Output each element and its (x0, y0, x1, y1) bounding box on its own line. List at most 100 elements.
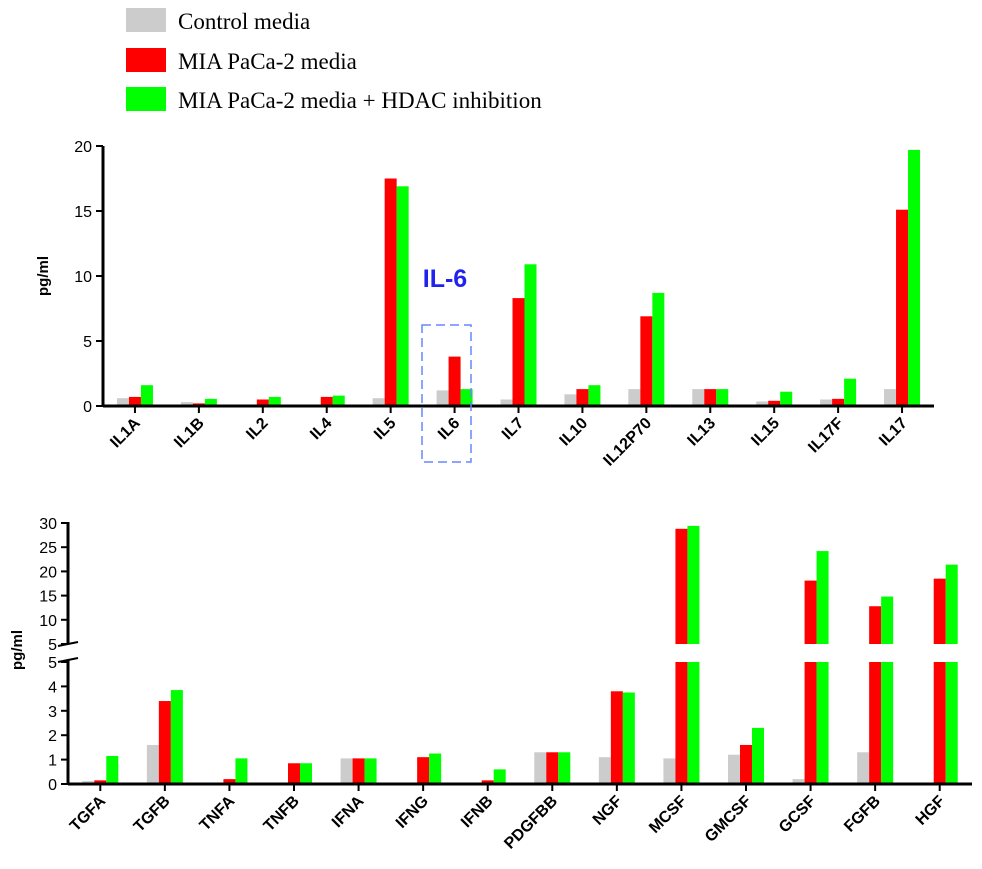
x-tick-label: MCSF (646, 793, 690, 837)
bar-mcsf-control-media (663, 758, 676, 784)
y-tick-label: 15 (74, 204, 92, 221)
y-tick-label: 4 (48, 679, 57, 696)
bar-il12p70-mia-paca-2-media-hdac-inhibition (652, 292, 665, 406)
bar-il12p70-control-media (628, 389, 641, 406)
legend-swatch-mia-paca (126, 48, 166, 72)
bar-ifnb-mia-paca-2-media-hdac-inhibition (493, 769, 506, 784)
bar-il4-mia-paca-2-media-hdac-inhibition (332, 395, 345, 406)
il6-annotation: IL-6 (423, 265, 467, 293)
bar-ngf-mia-paca-2-media (610, 691, 623, 784)
x-tick-label: IL13 (684, 415, 719, 450)
il6-highlight-box (421, 324, 472, 463)
x-tick-label: HGF (913, 793, 949, 829)
y-tick-label: 25 (39, 540, 57, 557)
x-tick-label: IL17 (876, 415, 911, 450)
bar-hgf-mia-paca-2-media-hdac-inhibition-upper (945, 564, 958, 644)
bar-il10-mia-paca-2-media (576, 389, 589, 406)
axis-break-mark-upper (57, 641, 79, 647)
bar-il1a-mia-paca-2-media-hdac-inhibition (140, 385, 153, 406)
bar-il12p70-mia-paca-2-media (640, 316, 653, 406)
bar-tgfb-mia-paca-2-media (158, 701, 171, 784)
y-tick-label: 5 (83, 334, 92, 351)
legend-swatch-hdac (126, 87, 166, 111)
y-tick-label: 30 (39, 516, 57, 533)
bar-ifng-mia-paca-2-media-hdac-inhibition (429, 753, 442, 784)
bar-il6-mia-paca-2-media (448, 356, 461, 406)
bar-il7-mia-paca-2-media (512, 298, 525, 406)
bar-ifnb-mia-paca-2-media (481, 780, 494, 784)
bar-mcsf-mia-paca-2-media-upper (675, 528, 688, 644)
y-tick-label: 5 (48, 655, 57, 672)
bar-il2-mia-paca-2-media-hdac-inhibition (268, 396, 281, 406)
x-tick-label: TGFB (131, 793, 174, 836)
bar-hgf-mia-paca-2-media-upper (933, 578, 946, 644)
bar-gmcsf-mia-paca-2-media (740, 744, 752, 784)
bar-ngf-mia-paca-2-media-hdac-inhibition (622, 692, 635, 784)
x-tick-label: IL17F (805, 415, 847, 457)
x-tick-label: PDGFBB (501, 793, 561, 853)
bar-il17-mia-paca-2-media-hdac-inhibition (908, 149, 921, 406)
bar-pdgfbb-mia-paca-2-media-hdac-inhibition (558, 752, 571, 784)
x-tick-label: IL7 (499, 415, 527, 443)
x-tick-label: NGF (590, 793, 626, 829)
bar-il2-mia-paca-2-media (256, 399, 269, 406)
bar-mcsf-mia-paca-2-media-lower (675, 662, 688, 784)
y-tick-label: 2 (48, 728, 57, 745)
bar-il15-mia-paca-2-media (768, 400, 781, 406)
axis-break-mark-lower (57, 657, 79, 663)
bar-il7-mia-paca-2-media-hdac-inhibition (524, 264, 537, 406)
bar-fgfb-mia-paca-2-media-hdac-inhibition-lower (881, 662, 894, 784)
bar-tnfb-mia-paca-2-media-hdac-inhibition (300, 763, 312, 784)
bar-ngf-control-media (598, 757, 611, 784)
legend-label-mia-paca: MIA PaCa-2 media (178, 49, 357, 74)
legend-label-hdac: MIA PaCa-2 media + HDAC inhibition (178, 88, 542, 113)
bar-il17-mia-paca-2-media (896, 209, 909, 406)
bar-tgfa-mia-paca-2-media (94, 780, 107, 784)
bar-gmcsf-control-media (728, 754, 740, 784)
bar-tgfa-mia-paca-2-media-hdac-inhibition (106, 755, 119, 784)
bar-mcsf-mia-paca-2-media-hdac-inhibition-lower (687, 662, 700, 784)
x-tick-label: IL12P70 (600, 415, 655, 470)
x-tick-label: IL1B (171, 415, 208, 452)
bar-fgfb-mia-paca-2-media-hdac-inhibition-upper (881, 596, 894, 644)
x-tick-label: FGFB (841, 793, 884, 836)
bar-gcsf-mia-paca-2-media-hdac-inhibition-upper (816, 551, 829, 644)
bar-gmcsf-mia-paca-2-media-hdac-inhibition (752, 727, 764, 784)
bar-fgfb-mia-paca-2-media-lower (869, 662, 882, 784)
legend-swatch-control (126, 8, 166, 32)
y-tick-label: 10 (39, 613, 57, 630)
legend: Control media MIA PaCa-2 media MIA PaCa-… (126, 8, 542, 113)
x-tick-label: TNFB (261, 793, 303, 835)
y-tick-label: 0 (83, 399, 92, 416)
bar-tgfb-mia-paca-2-media-hdac-inhibition (170, 690, 183, 784)
bar-il17f-mia-paca-2-media (832, 398, 845, 406)
bar-hgf-mia-paca-2-media-hdac-inhibition-lower (945, 662, 958, 784)
legend-label-control: Control media (178, 9, 310, 34)
y-tick-label: 1 (48, 753, 57, 770)
y-tick-label: 10 (74, 269, 92, 286)
bar-il1a-control-media (116, 398, 129, 406)
bar-gcsf-mia-paca-2-media-upper (804, 580, 817, 644)
bar-il6-control-media (436, 390, 449, 406)
x-tick-label: IL4 (307, 415, 335, 443)
x-tick-label: IL15 (748, 415, 783, 450)
bar-gcsf-mia-paca-2-media-hdac-inhibition-lower (816, 662, 829, 784)
bar-il15-control-media (756, 401, 769, 406)
x-tick-label: IL6 (435, 415, 463, 443)
bar-il17f-control-media (820, 399, 833, 406)
bar-il17f-mia-paca-2-media-hdac-inhibition (844, 378, 857, 406)
bar-gcsf-mia-paca-2-media-lower (804, 662, 817, 784)
bar-il17-control-media (884, 389, 897, 406)
interleukin-bar-chart: pg/ml 0 5 10 15 20 IL1A IL1B IL2 IL4 IL5 IL6 IL7 IL… (35, 139, 934, 470)
bar-gcsf-control-media (792, 779, 805, 784)
bar-il5-control-media (372, 398, 385, 406)
bar-il4-mia-paca-2-media (320, 396, 333, 406)
y-axis-title: pg/ml (9, 630, 26, 670)
bar-il1b-mia-paca-2-media-hdac-inhibition (204, 398, 217, 406)
bar-fgfb-mia-paca-2-media-upper (869, 606, 882, 644)
bar-pdgfbb-mia-paca-2-media (546, 752, 559, 784)
x-tick-label: IL1A (107, 414, 144, 451)
bar-il1b-control-media (180, 402, 193, 406)
x-tick-label: GCSF (776, 793, 820, 837)
